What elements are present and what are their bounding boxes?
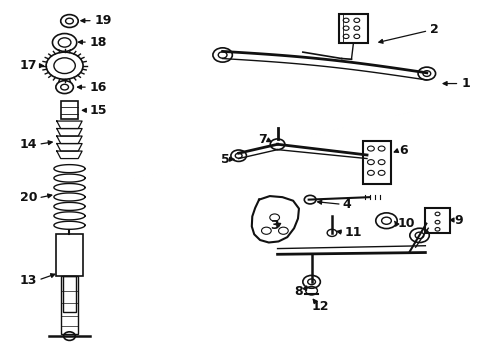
Text: 13: 13 — [20, 274, 37, 287]
Bar — [56, 234, 83, 276]
Bar — [362, 141, 390, 184]
Text: 12: 12 — [311, 300, 328, 313]
Text: 6: 6 — [398, 144, 407, 157]
Bar — [63, 276, 76, 312]
Text: 4: 4 — [342, 198, 351, 211]
Bar — [425, 208, 449, 233]
Text: 14: 14 — [20, 138, 37, 151]
Text: 2: 2 — [429, 23, 438, 36]
Text: 3: 3 — [269, 219, 278, 231]
Text: 19: 19 — [95, 14, 112, 27]
Text: 17: 17 — [20, 59, 37, 72]
Text: 15: 15 — [90, 104, 107, 117]
Text: 11: 11 — [344, 226, 362, 239]
Text: 20: 20 — [20, 192, 37, 204]
Text: 5: 5 — [221, 153, 229, 166]
Bar — [61, 276, 78, 334]
Text: 1: 1 — [460, 77, 469, 90]
Bar — [339, 14, 367, 43]
Text: 9: 9 — [454, 213, 462, 226]
Text: 7: 7 — [258, 133, 266, 146]
Text: 16: 16 — [90, 81, 107, 94]
Text: 10: 10 — [396, 217, 414, 230]
Text: 8: 8 — [293, 285, 302, 298]
Bar — [61, 102, 78, 119]
Text: 18: 18 — [90, 36, 107, 49]
